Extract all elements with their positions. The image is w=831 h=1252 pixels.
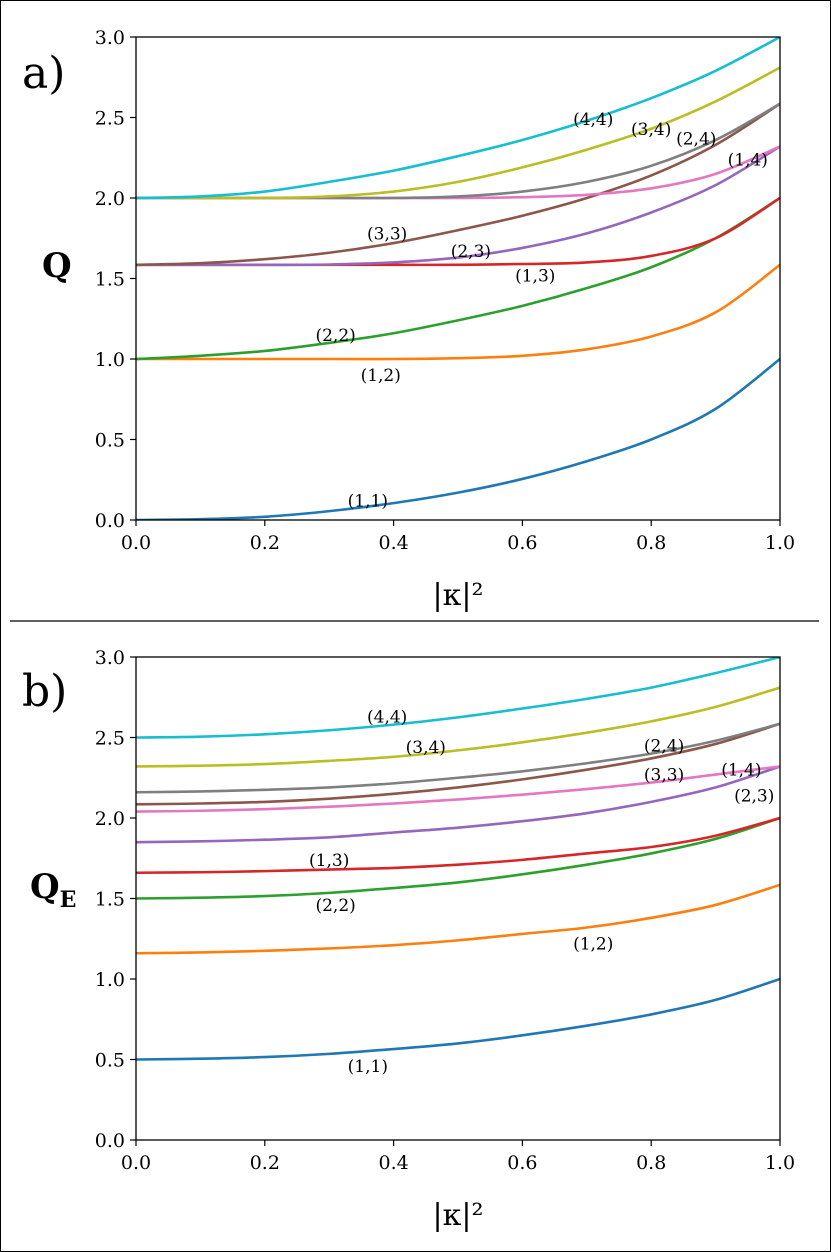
series-line-(2,4) — [136, 722, 780, 794]
curve-label-(2,4): (2,4) — [644, 737, 684, 757]
y-tick-label: 1.0 — [95, 349, 125, 371]
curve-label-(2,4): (2,4) — [676, 129, 716, 149]
curve-label-(1,4): (1,4) — [728, 150, 768, 170]
series-line-(2,3) — [136, 145, 780, 267]
panel-letter: a) — [22, 48, 65, 99]
series-line-(4,4) — [136, 657, 780, 739]
x-tick-label: 0.6 — [507, 1152, 537, 1174]
curve-label-(4,4): (4,4) — [367, 708, 407, 728]
curve-label-(1,2): (1,2) — [361, 366, 401, 386]
x-tick-label: 1.0 — [765, 1152, 795, 1174]
x-tick-label: 0.0 — [121, 1152, 151, 1174]
series-line-(3,4) — [136, 66, 780, 200]
series-line-(1,2) — [136, 883, 780, 955]
series-line-(1,3) — [136, 816, 780, 875]
series-line-(2,2) — [136, 196, 780, 361]
x-tick-label: 0.4 — [378, 1152, 408, 1174]
series-line-(3,3) — [136, 722, 780, 806]
x-tick-label: 0.0 — [121, 532, 151, 554]
curve-label-(1,4): (1,4) — [721, 761, 761, 781]
x-tick-label: 0.8 — [636, 532, 666, 554]
y-tick-label: 0.5 — [95, 430, 125, 452]
curve-label-(4,4): (4,4) — [573, 110, 613, 130]
series-line-(1,1) — [136, 977, 780, 1061]
series-line-(1,2) — [136, 263, 780, 361]
series-line-(1,1) — [136, 357, 780, 520]
panel-a: 0.0 0.2 0.4 0.6 0.8 1.0 0.0 0.5 1.0 1.5 2.0 2.5 3.0 (… — [22, 27, 795, 613]
x-tick-label: 0.6 — [507, 532, 537, 554]
curve-label-(2,2): (2,2) — [315, 326, 355, 346]
y-tick-label: 2.5 — [95, 108, 125, 130]
series-group — [136, 657, 780, 1061]
y-tick-label: 1.0 — [95, 969, 125, 991]
y-tick-label: 1.5 — [95, 889, 125, 911]
y-tick-label: 3.0 — [95, 27, 125, 49]
curve-label-(2,3): (2,3) — [734, 786, 774, 806]
curve-label-(3,4): (3,4) — [406, 738, 446, 758]
curve-label-(1,3): (1,3) — [309, 851, 349, 871]
y-axis-label-subscript: E — [60, 887, 77, 913]
y-tick-label: 3.0 — [95, 647, 125, 669]
panel-letter: b) — [22, 666, 67, 717]
series-group — [136, 37, 780, 520]
y-tick-label: 0.5 — [95, 1050, 125, 1072]
curve-label-(2,2): (2,2) — [315, 896, 355, 916]
series-line-(3,4) — [136, 686, 780, 768]
y-tick-label: 2.0 — [95, 188, 125, 210]
y-tick-label: 2.0 — [95, 808, 125, 830]
y-tick-label: 2.5 — [95, 728, 125, 750]
curve-label-(1,1): (1,1) — [348, 1057, 388, 1077]
y-axis-label: Q — [42, 246, 72, 286]
series-line-(1,4) — [136, 765, 780, 813]
curve-label-(3,3): (3,3) — [644, 766, 684, 786]
y-tick-label: 0.0 — [95, 510, 125, 532]
x-tick-label: 0.8 — [636, 1152, 666, 1174]
curve-label-(1,3): (1,3) — [515, 266, 555, 286]
curve-label-(3,4): (3,4) — [631, 120, 671, 140]
series-line-(4,4) — [136, 37, 780, 200]
panel-b: 0.0 0.2 0.4 0.6 0.8 1.0 0.0 0.5 1.0 1.5 2.0 2.5 3.0 (… — [22, 647, 795, 1233]
curve-label-(1,1): (1,1) — [348, 492, 388, 512]
curve-label-(3,3): (3,3) — [367, 224, 407, 244]
y-tick-label: 0.0 — [95, 1130, 125, 1152]
series-line-(3,3) — [136, 102, 780, 267]
x-axis-label: |κ|² — [433, 578, 484, 613]
y-tick-label: 1.5 — [95, 269, 125, 291]
x-tick-label: 1.0 — [765, 532, 795, 554]
x-tick-label: 0.2 — [250, 532, 280, 554]
x-axis-label: |κ|² — [433, 1198, 484, 1233]
curve-label-(1,2): (1,2) — [573, 935, 613, 955]
x-tick-label: 0.2 — [250, 1152, 280, 1174]
series-line-(2,3) — [136, 765, 780, 844]
curve-label-(2,3): (2,3) — [451, 242, 491, 262]
series-line-(2,2) — [136, 816, 780, 900]
x-tick-label: 0.4 — [378, 532, 408, 554]
